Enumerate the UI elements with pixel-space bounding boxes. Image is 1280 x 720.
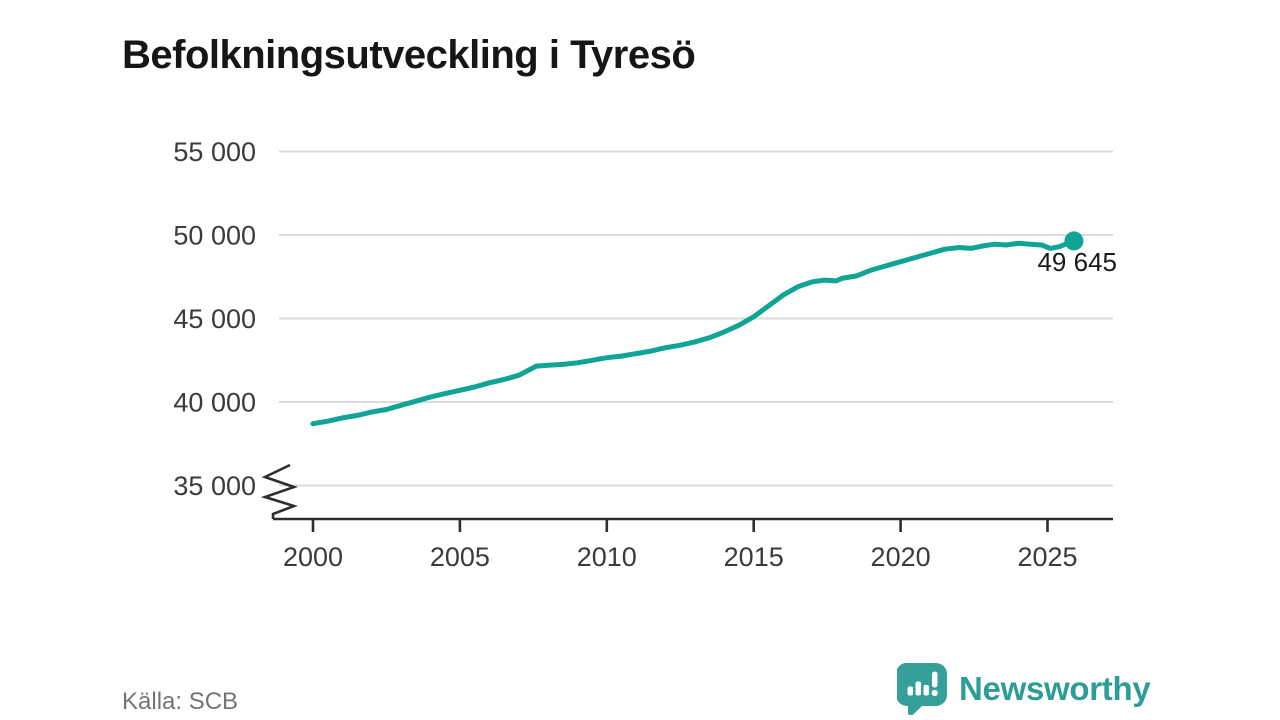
latest-value-dot	[1064, 231, 1084, 251]
x-axis-tick-label: 2000	[283, 542, 343, 572]
chart-title: Befolkningsutveckling i Tyresö	[122, 32, 696, 77]
x-axis-tick-label: 2020	[871, 542, 931, 572]
latest-value-label: 49 645	[1037, 247, 1117, 277]
newsworthy-wordmark: Newsworthy	[959, 669, 1151, 707]
x-axis-tick-label: 2015	[724, 542, 784, 572]
x-axis-tick-label: 2010	[577, 542, 637, 572]
y-axis-tick-label: 45 000	[173, 304, 256, 334]
bar-chart-speech-bubble-icon	[897, 662, 948, 715]
y-axis-tick-label: 35 000	[173, 471, 256, 501]
y-axis-tick-label: 40 000	[173, 388, 256, 418]
axis-break-icon	[260, 463, 298, 519]
source-label: Källa: SCB	[122, 688, 239, 715]
y-axis-tick-label: 55 000	[173, 137, 256, 167]
x-axis-tick-label: 2005	[430, 542, 490, 572]
x-axis-tick-label: 2025	[1017, 542, 1077, 572]
newsworthy-logo: Newsworthy	[897, 662, 1151, 715]
population-series-line	[310, 238, 1077, 427]
y-axis-tick-label: 50 000	[173, 221, 256, 251]
